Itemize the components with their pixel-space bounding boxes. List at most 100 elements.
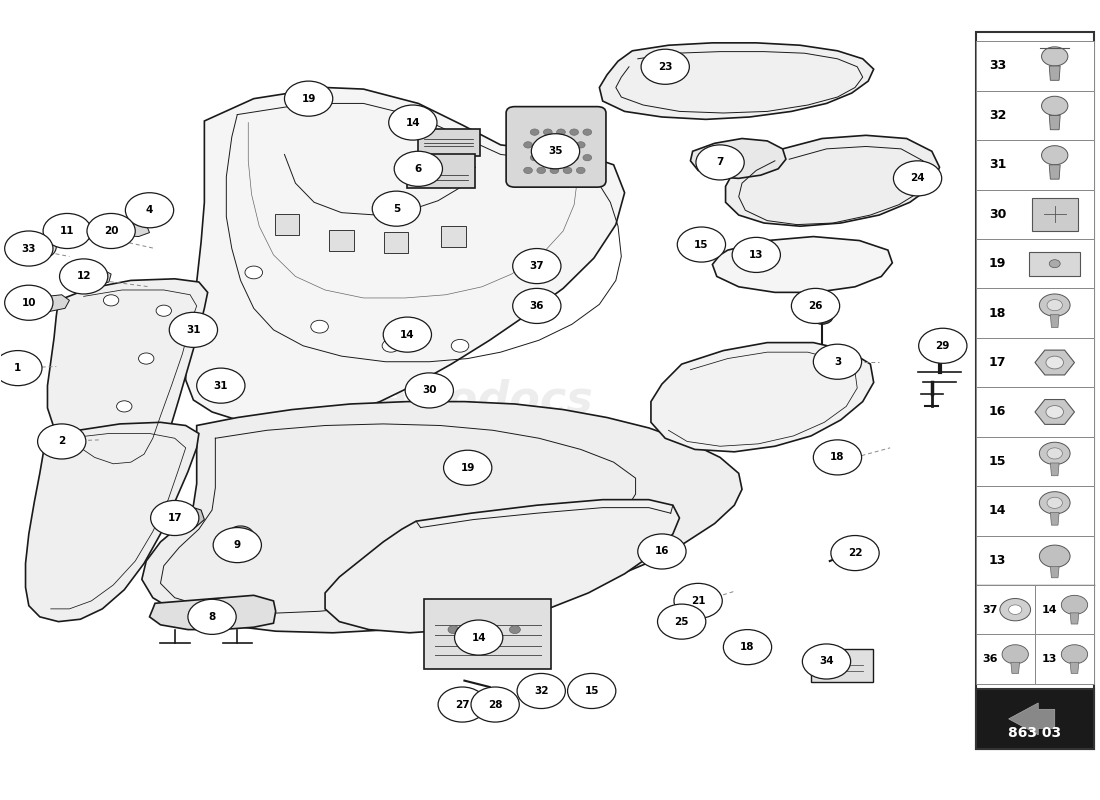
Circle shape xyxy=(394,151,442,186)
Text: 36: 36 xyxy=(529,301,544,311)
Circle shape xyxy=(583,129,592,135)
Circle shape xyxy=(696,145,745,180)
Circle shape xyxy=(802,644,850,679)
Circle shape xyxy=(513,288,561,323)
Circle shape xyxy=(537,142,546,148)
Text: 21: 21 xyxy=(691,596,705,606)
Circle shape xyxy=(139,353,154,364)
Text: 7: 7 xyxy=(716,158,724,167)
Polygon shape xyxy=(1049,115,1060,130)
Polygon shape xyxy=(651,342,873,452)
Polygon shape xyxy=(1009,703,1055,735)
Circle shape xyxy=(638,534,686,569)
Circle shape xyxy=(550,167,559,174)
Circle shape xyxy=(563,167,572,174)
FancyBboxPatch shape xyxy=(1035,585,1094,634)
Polygon shape xyxy=(186,87,625,422)
Circle shape xyxy=(1040,442,1070,465)
Circle shape xyxy=(543,154,552,161)
Polygon shape xyxy=(1050,463,1059,476)
Text: 37: 37 xyxy=(982,605,998,614)
Circle shape xyxy=(1049,260,1060,268)
Text: 14: 14 xyxy=(989,504,1006,518)
Text: 14: 14 xyxy=(400,330,415,340)
Polygon shape xyxy=(1011,662,1020,674)
FancyBboxPatch shape xyxy=(407,154,475,188)
Polygon shape xyxy=(150,595,276,630)
FancyBboxPatch shape xyxy=(275,214,299,235)
Text: 25: 25 xyxy=(674,617,689,626)
Circle shape xyxy=(372,191,420,226)
Text: 16: 16 xyxy=(989,406,1006,418)
Polygon shape xyxy=(142,402,742,633)
Circle shape xyxy=(117,401,132,412)
Text: 23: 23 xyxy=(658,62,672,72)
FancyBboxPatch shape xyxy=(976,486,1094,535)
FancyBboxPatch shape xyxy=(976,338,1094,387)
Circle shape xyxy=(531,134,580,169)
Circle shape xyxy=(733,238,780,273)
Text: a passion for parts since 1985: a passion for parts since 1985 xyxy=(349,458,620,477)
Circle shape xyxy=(1047,448,1063,459)
Circle shape xyxy=(1046,356,1064,369)
Circle shape xyxy=(1040,492,1070,514)
Circle shape xyxy=(813,344,861,379)
Circle shape xyxy=(513,249,561,284)
Circle shape xyxy=(285,81,332,116)
Polygon shape xyxy=(1050,513,1059,525)
Circle shape xyxy=(151,501,199,535)
Text: 30: 30 xyxy=(422,386,437,395)
Polygon shape xyxy=(726,135,939,226)
Polygon shape xyxy=(600,43,873,119)
Text: 26: 26 xyxy=(808,301,823,311)
FancyBboxPatch shape xyxy=(976,535,1094,585)
Text: 10: 10 xyxy=(22,298,36,308)
Circle shape xyxy=(0,350,42,386)
Polygon shape xyxy=(109,221,150,237)
Circle shape xyxy=(478,626,490,634)
Text: 14: 14 xyxy=(472,633,486,642)
FancyBboxPatch shape xyxy=(811,649,872,682)
Text: 24: 24 xyxy=(911,174,925,183)
FancyBboxPatch shape xyxy=(976,90,1094,140)
Circle shape xyxy=(156,305,172,316)
Circle shape xyxy=(438,687,486,722)
Text: 20: 20 xyxy=(103,226,119,236)
Text: 30: 30 xyxy=(989,208,1006,221)
Text: 5: 5 xyxy=(393,204,400,214)
FancyBboxPatch shape xyxy=(976,387,1094,437)
Text: 13: 13 xyxy=(1042,654,1057,664)
Text: 2: 2 xyxy=(58,437,65,446)
Text: 33: 33 xyxy=(989,59,1006,73)
Circle shape xyxy=(405,373,453,408)
Circle shape xyxy=(230,537,252,553)
Text: 32: 32 xyxy=(989,109,1006,122)
Circle shape xyxy=(448,626,459,634)
Circle shape xyxy=(918,328,967,363)
FancyBboxPatch shape xyxy=(441,226,465,247)
FancyBboxPatch shape xyxy=(424,599,551,670)
Text: 33: 33 xyxy=(22,243,36,254)
FancyBboxPatch shape xyxy=(330,230,353,251)
Polygon shape xyxy=(326,500,680,633)
FancyBboxPatch shape xyxy=(976,288,1094,338)
Circle shape xyxy=(530,154,539,161)
Circle shape xyxy=(172,513,187,523)
Polygon shape xyxy=(25,422,199,622)
Text: 31: 31 xyxy=(186,325,200,335)
Text: 12: 12 xyxy=(76,271,91,282)
Circle shape xyxy=(509,626,520,634)
Circle shape xyxy=(830,535,879,570)
Circle shape xyxy=(1042,146,1068,165)
Text: 9: 9 xyxy=(233,540,241,550)
Text: 35: 35 xyxy=(548,146,563,156)
Polygon shape xyxy=(713,237,892,292)
FancyBboxPatch shape xyxy=(976,42,1094,90)
Text: 22: 22 xyxy=(848,548,862,558)
Circle shape xyxy=(1040,545,1070,567)
Text: 18: 18 xyxy=(989,306,1006,320)
Polygon shape xyxy=(32,294,69,312)
Circle shape xyxy=(245,266,263,279)
Circle shape xyxy=(228,526,254,545)
Circle shape xyxy=(576,142,585,148)
